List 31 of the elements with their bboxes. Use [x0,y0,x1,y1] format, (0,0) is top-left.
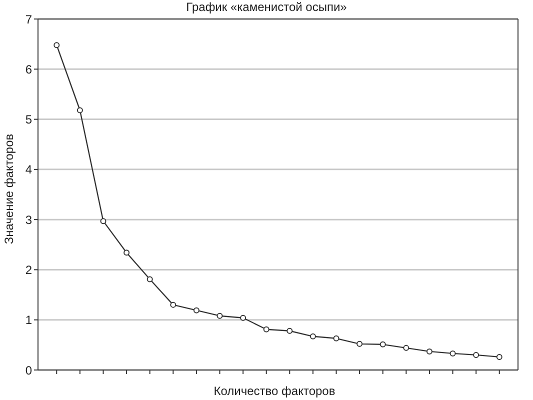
point [426,348,432,354]
y-tick-label: 4 [25,162,32,177]
point [124,250,130,256]
y-tick-label: 6 [25,62,32,76]
y-tick-label: 2 [25,262,32,277]
point [263,326,270,332]
point [333,335,340,342]
point [310,333,316,340]
point [54,42,60,48]
point [380,341,386,348]
y-tick-label: 0 [25,363,32,378]
point [76,107,83,114]
point [170,302,176,308]
point [496,354,502,360]
y-tick-label: 5 [25,112,32,127]
y-tick-label: 3 [25,212,32,227]
point [146,276,153,282]
point [216,312,223,319]
y-tick-label: 1 [25,313,32,328]
point [100,218,106,224]
chart-title: График «каменистой осыпи» [185,0,348,14]
x-axis-title: Количество факторов [212,384,336,398]
y-axis-title: Значение факторов [2,134,16,244]
point [450,350,456,356]
point [193,307,200,314]
point [473,352,480,358]
point [356,340,363,347]
point [240,314,246,321]
point [403,344,410,351]
y-tick-label: 7 [25,12,32,26]
point [286,328,293,334]
